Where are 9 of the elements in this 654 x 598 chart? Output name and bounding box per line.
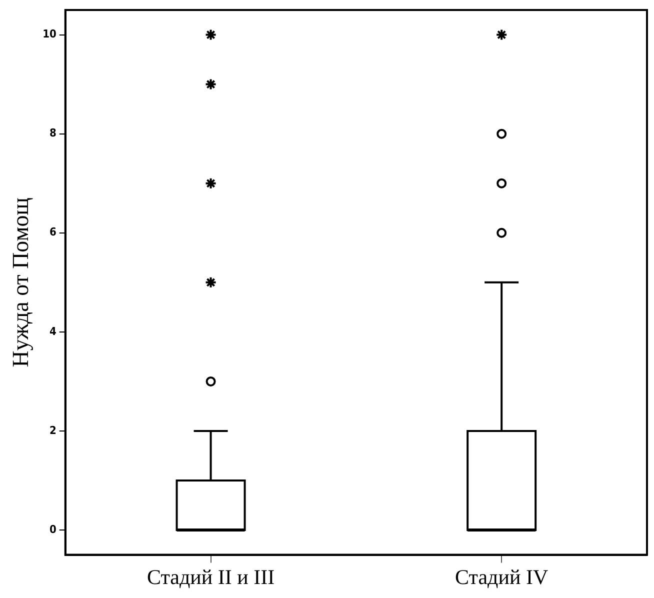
y-tick-label: 4: [49, 324, 56, 338]
y-tick-label: 0: [49, 522, 56, 536]
y-tick-label: 6: [49, 226, 56, 239]
y-tick-label: 10: [42, 28, 56, 41]
y-tick-label: 2: [49, 424, 56, 437]
y-tick-label: 8: [49, 126, 56, 140]
x-tick-label: Стадий II и III: [146, 564, 275, 589]
x-tick-label: Стадий IV: [455, 564, 548, 589]
y-axis-title: Нужда от Помощ: [8, 197, 33, 368]
